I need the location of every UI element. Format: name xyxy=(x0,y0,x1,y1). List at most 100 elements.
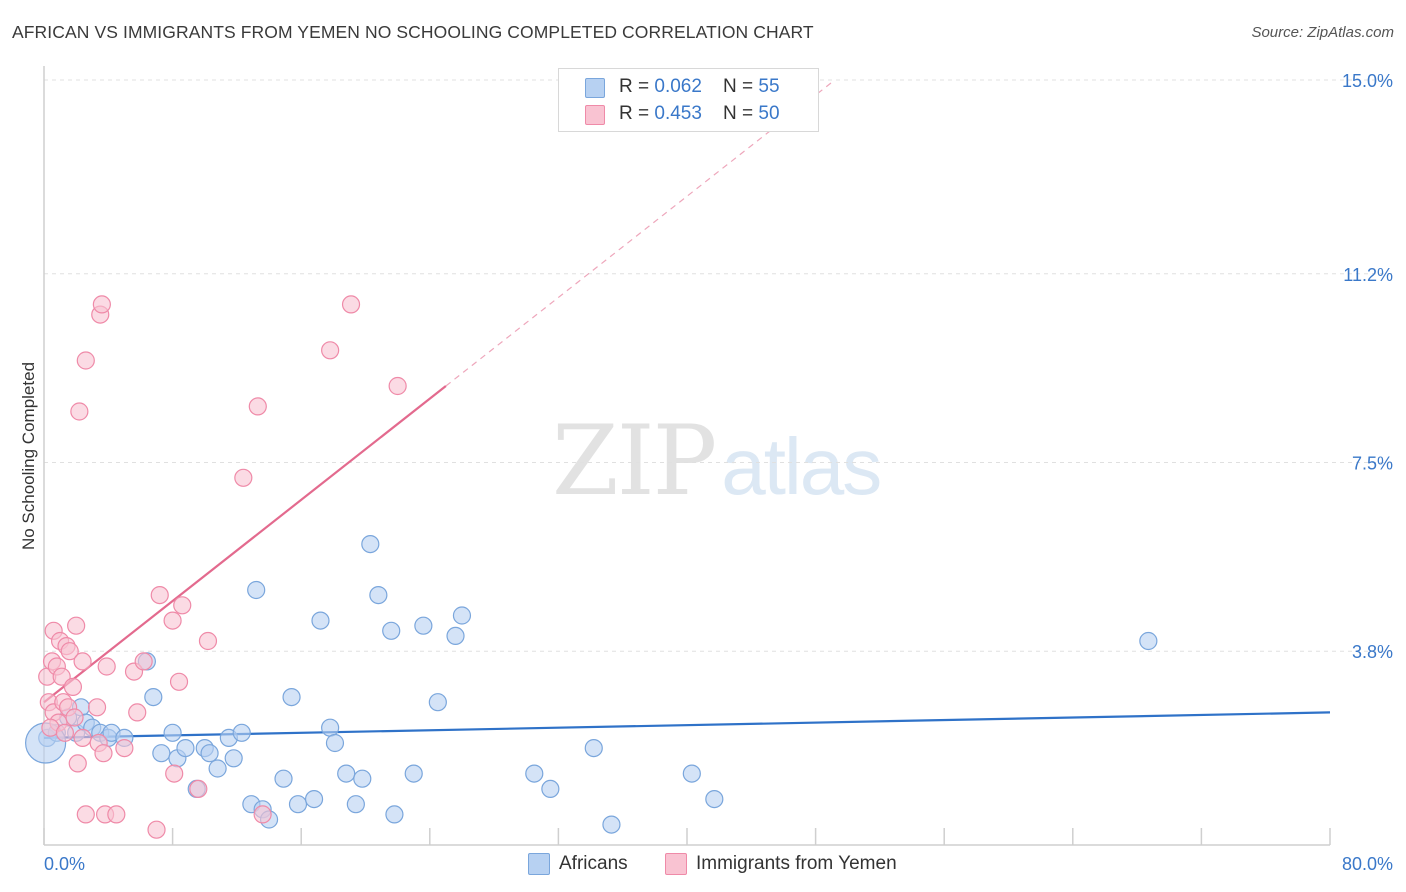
point-africans xyxy=(224,749,243,768)
point-yemen xyxy=(173,596,192,615)
point-yemen xyxy=(388,376,407,396)
point-africans xyxy=(304,789,324,809)
point-yemen xyxy=(169,672,189,691)
point-africans xyxy=(682,764,701,783)
point-africans xyxy=(705,789,724,809)
point-africans xyxy=(584,738,603,758)
bottom-legend-label-africans: Africans xyxy=(559,853,628,874)
point-yemen xyxy=(253,805,272,824)
point-yemen xyxy=(60,642,79,661)
bottom-legend-swatch-africans xyxy=(528,853,550,875)
point-africans xyxy=(274,769,293,788)
point-africans xyxy=(176,738,195,758)
point-africans xyxy=(346,795,365,814)
point-yemen xyxy=(67,616,86,635)
point-yemen xyxy=(163,611,182,630)
point-yemen xyxy=(115,738,134,758)
legend-n-value: 50 xyxy=(758,103,780,124)
point-yemen xyxy=(73,652,92,671)
point-africans xyxy=(452,606,472,625)
legend-r-label: R = xyxy=(619,103,655,124)
y-axis-label: No Schooling Completed xyxy=(19,362,38,550)
point-yemen xyxy=(70,402,89,421)
point-yemen xyxy=(97,657,116,676)
legend-text-yemen: R = 0.453 N = 50 xyxy=(619,103,780,125)
watermark-atlas: atlas xyxy=(721,422,882,511)
point-yemen xyxy=(63,677,83,697)
trend-line-yemen xyxy=(43,385,447,704)
point-africans xyxy=(282,687,301,707)
point-yemen xyxy=(150,585,169,605)
x-tick-label: 80.0% xyxy=(1342,854,1393,874)
legend-r-value: 0.062 xyxy=(654,76,702,97)
watermark-zip: ZIP xyxy=(552,405,717,517)
point-africans xyxy=(1139,631,1158,651)
bottom-legend-label-yemen: Immigrants from Yemen xyxy=(696,853,897,874)
point-yemen xyxy=(87,698,107,717)
point-africans xyxy=(163,723,182,742)
point-yemen xyxy=(248,397,267,416)
point-yemen xyxy=(165,764,184,783)
point-africans xyxy=(353,769,372,788)
point-yemen xyxy=(134,652,153,671)
source-note: Source: ZipAtlas.com xyxy=(1251,24,1394,41)
point-africans xyxy=(382,621,401,640)
point-yemen xyxy=(65,708,84,727)
point-yemen xyxy=(341,295,361,314)
legend-n-label: N = xyxy=(723,76,759,97)
point-africans xyxy=(152,744,171,763)
y-tick-label: 11.2% xyxy=(1343,265,1393,285)
point-yemen xyxy=(147,820,166,839)
point-africans xyxy=(144,687,163,707)
point-yemen xyxy=(73,728,92,748)
point-africans xyxy=(369,585,388,605)
point-yemen xyxy=(234,468,253,487)
point-africans xyxy=(247,580,266,600)
point-africans xyxy=(541,779,560,799)
point-africans xyxy=(428,693,447,712)
point-yemen xyxy=(321,341,340,360)
point-africans xyxy=(602,815,621,834)
legend-r-value: 0.453 xyxy=(654,103,702,124)
trend-line-africans xyxy=(43,711,1331,739)
point-yemen xyxy=(68,754,87,773)
axes xyxy=(43,66,1331,846)
point-yemen xyxy=(55,723,74,742)
point-yemen xyxy=(107,805,126,824)
legend-n-label: N = xyxy=(723,103,759,124)
point-africans xyxy=(404,764,423,783)
point-yemen xyxy=(76,805,95,824)
point-africans xyxy=(311,611,330,630)
x-tick-label: 0.0% xyxy=(44,854,85,874)
point-yemen xyxy=(92,295,111,314)
point-yemen xyxy=(128,703,147,722)
watermark: ZIPatlas xyxy=(552,405,882,517)
chart-title: AFRICAN VS IMMIGRANTS FROM YEMEN NO SCHO… xyxy=(12,22,814,42)
point-africans xyxy=(208,759,227,778)
grid xyxy=(44,79,1392,652)
point-yemen xyxy=(198,631,218,651)
point-yemen xyxy=(52,667,71,686)
point-yemen xyxy=(94,744,113,763)
point-africans xyxy=(232,723,251,742)
y-tick-label: 7.5% xyxy=(1352,454,1393,474)
point-yemen xyxy=(189,779,208,799)
legend-r-label: R = xyxy=(619,76,655,97)
trend-lines xyxy=(43,79,1331,739)
bottom-legend-swatch-yemen xyxy=(665,853,687,875)
legend-swatch-yemen xyxy=(585,105,605,125)
point-africans xyxy=(414,616,433,635)
data-points xyxy=(25,295,1158,839)
point-africans xyxy=(321,718,340,737)
point-africans xyxy=(325,733,345,753)
point-africans xyxy=(385,805,404,824)
correlation-legend: R = 0.062 N = 55 R = 0.453 N = 50 xyxy=(558,68,819,132)
point-africans xyxy=(337,764,356,783)
point-africans xyxy=(200,744,219,763)
legend-text-africans: R = 0.062 N = 55 xyxy=(619,76,780,98)
point-yemen xyxy=(76,351,95,370)
point-africans xyxy=(288,795,308,814)
legend-swatch-africans xyxy=(585,78,605,98)
point-africans xyxy=(446,626,465,646)
